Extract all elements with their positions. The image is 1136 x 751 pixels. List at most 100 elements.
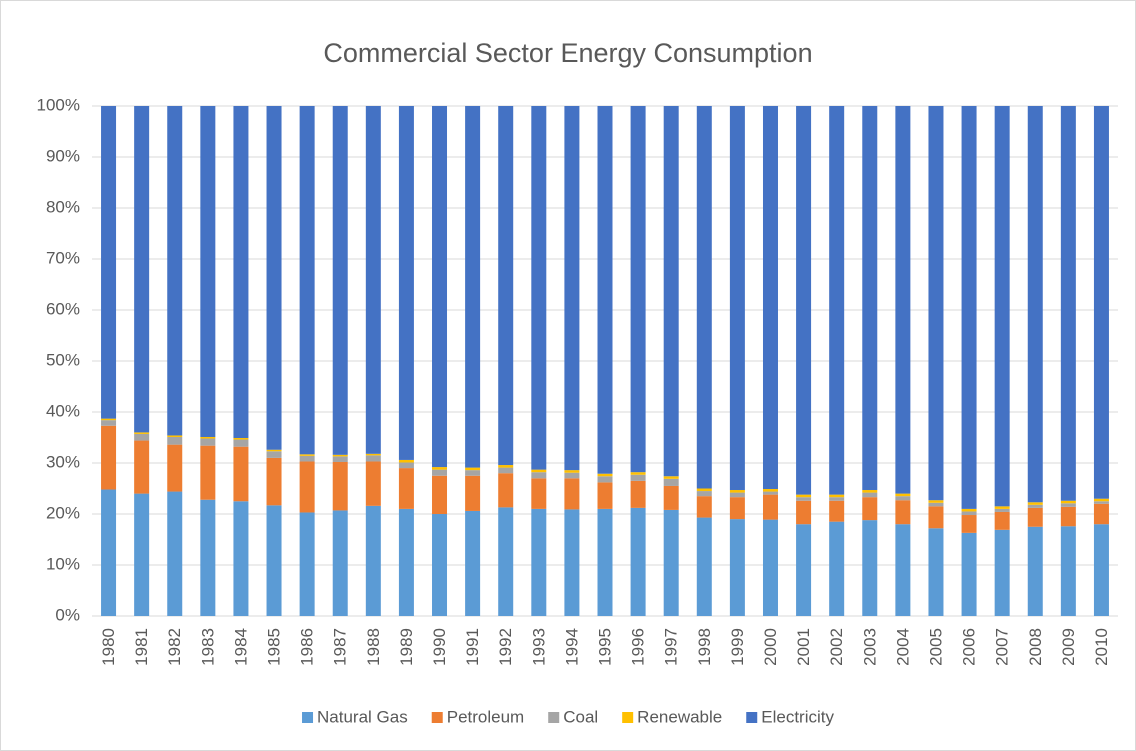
bar-segment — [729, 490, 745, 493]
bar-segment — [299, 461, 315, 513]
x-tick-label: 2010 — [1092, 628, 1111, 666]
x-tick-label: 2007 — [993, 628, 1012, 666]
x-tick-label: 1992 — [496, 628, 515, 666]
bar-segment — [134, 493, 150, 616]
x-tick-label: 2000 — [761, 628, 780, 666]
bar-segment — [233, 501, 249, 616]
bar-segment — [829, 521, 845, 616]
bar-segment — [1093, 498, 1109, 502]
bar-segment — [432, 475, 448, 514]
x-tick-label: 1994 — [562, 628, 581, 666]
bar-segment — [498, 507, 514, 616]
bar-segment — [365, 453, 381, 456]
bar-segment — [862, 492, 878, 498]
bar-segment — [398, 468, 414, 509]
bar-segment — [729, 492, 745, 498]
bar-segment — [531, 106, 547, 470]
legend-swatch — [431, 712, 443, 723]
bar-segment — [597, 482, 613, 509]
bar-segment — [597, 508, 613, 616]
bar-segment — [928, 506, 944, 529]
bar-segment — [134, 440, 150, 494]
x-tick-label: 1981 — [132, 628, 151, 666]
bar-segment — [101, 420, 117, 426]
x-tick-label: 1983 — [198, 628, 217, 666]
bar-segment — [762, 106, 778, 490]
x-tick-label: 1990 — [430, 628, 449, 666]
bar-segment — [895, 496, 911, 501]
bar-segment — [332, 461, 348, 511]
legend-label: Renewable — [637, 707, 722, 726]
bar-segment — [299, 512, 315, 616]
legend-swatch — [548, 712, 560, 723]
bar-segment — [266, 106, 282, 450]
bar-segment — [762, 519, 778, 616]
bar-segment — [696, 491, 712, 497]
bar-segment — [365, 455, 381, 462]
x-tick-label: 2004 — [893, 628, 912, 666]
y-tick-label: 20% — [46, 503, 80, 522]
bar-segment — [597, 106, 613, 474]
bar-segment — [465, 510, 481, 616]
x-tick-label: 1984 — [231, 628, 250, 666]
bar-segment — [299, 454, 315, 456]
bar-segment — [994, 508, 1010, 512]
y-tick-label: 80% — [46, 197, 80, 216]
bar-segment — [233, 446, 249, 502]
bar-segment — [465, 467, 481, 471]
bar-segment — [531, 508, 547, 616]
bar-segment — [729, 497, 745, 520]
bar-segment — [266, 505, 282, 616]
bar-segment — [101, 106, 117, 419]
legend-label: Natural Gas — [317, 707, 408, 726]
bar-segment — [1060, 506, 1076, 527]
bar-segment — [895, 106, 911, 494]
bar-segment — [663, 485, 679, 510]
y-tick-label: 40% — [46, 401, 80, 420]
bar-segment — [796, 497, 812, 501]
y-tick-label: 60% — [46, 299, 80, 318]
bar-segment — [928, 106, 944, 501]
bar-segment — [564, 106, 580, 471]
bar-segment — [994, 511, 1010, 530]
bar-segment — [101, 425, 117, 490]
bar-segment — [200, 438, 216, 446]
bar-segment — [630, 507, 646, 616]
x-tick-label: 2005 — [926, 628, 945, 666]
bar-segment — [994, 506, 1010, 509]
bar-segment — [564, 478, 580, 510]
bar-segment — [167, 444, 183, 492]
bar-segment — [994, 106, 1010, 507]
x-tick-label: 2001 — [794, 628, 813, 666]
x-tick-label: 1985 — [265, 628, 284, 666]
bar-segment — [1060, 106, 1076, 501]
bar-segment — [531, 472, 547, 479]
bar-segment — [200, 106, 216, 437]
bar-segment — [829, 500, 845, 522]
x-tick-label: 1980 — [99, 628, 118, 666]
legend-swatch — [302, 712, 314, 723]
bar-segment — [961, 508, 977, 512]
bar-segment — [398, 508, 414, 616]
x-tick-label: 1986 — [298, 628, 317, 666]
bar-segment — [1093, 524, 1109, 616]
bar-segment — [332, 454, 348, 457]
bar-segment — [762, 494, 778, 520]
x-tick-label: 1989 — [397, 628, 416, 666]
bar-segment — [200, 445, 216, 500]
bar-segment — [398, 459, 414, 463]
x-tick-label: 1993 — [529, 628, 548, 666]
bar-segment — [299, 106, 315, 455]
bar-segment — [332, 106, 348, 455]
bar-segment — [696, 106, 712, 489]
bar-segment — [432, 514, 448, 616]
x-tick-label: 1999 — [728, 628, 747, 666]
bar-segment — [200, 499, 216, 616]
bar-segment — [233, 439, 249, 447]
bar-segment — [663, 476, 679, 479]
bar-segment — [696, 488, 712, 492]
bar-segment — [729, 106, 745, 491]
bar-segment — [432, 469, 448, 476]
bar-segment — [498, 465, 514, 468]
